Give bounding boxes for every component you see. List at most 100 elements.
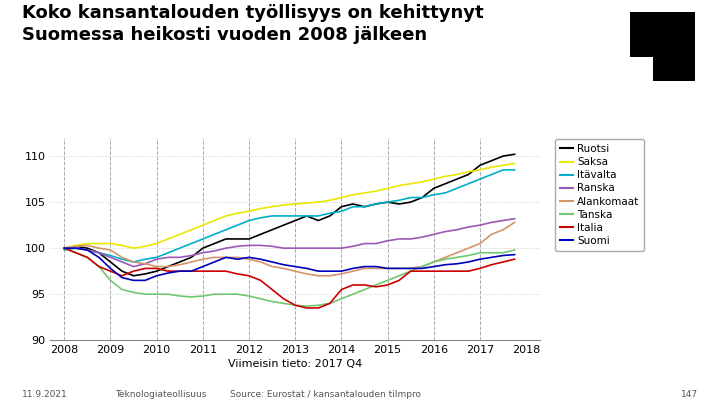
Saksa — [71, 243, 80, 248]
Ranska — [510, 216, 519, 221]
Text: Source: Eurostat / kansantalouden tilmpro: Source: Eurostat / kansantalouden tilmpr… — [230, 390, 421, 399]
Suomi — [453, 261, 462, 266]
Itävalta — [176, 246, 184, 251]
Itävalta — [348, 204, 357, 209]
Italia — [268, 287, 276, 292]
Alankomaat — [199, 257, 207, 262]
Ruotsi — [395, 202, 403, 207]
Ruotsi — [187, 255, 196, 260]
Alankomaat — [314, 273, 323, 278]
Ranska — [141, 261, 150, 266]
Ruotsi — [60, 246, 68, 251]
Tanska — [279, 301, 288, 306]
Itävalta — [164, 250, 173, 255]
Tanska — [372, 283, 380, 288]
Itävalta — [337, 209, 346, 214]
Alankomaat — [453, 250, 462, 255]
Ruotsi — [325, 213, 334, 218]
Italia — [441, 269, 449, 274]
Saksa — [83, 241, 91, 246]
Suomi — [464, 260, 473, 264]
Suomi — [141, 278, 150, 283]
Italia — [164, 269, 173, 274]
Ruotsi — [499, 153, 508, 158]
Ruotsi — [164, 264, 173, 269]
Alankomaat — [83, 243, 91, 248]
Tanska — [60, 246, 68, 251]
Ruotsi — [406, 200, 415, 205]
Saksa — [106, 241, 114, 246]
Saksa — [476, 168, 485, 173]
Tanska — [453, 255, 462, 260]
Ranska — [372, 241, 380, 246]
Itävalta — [360, 204, 369, 209]
Alankomaat — [164, 264, 173, 269]
Suomi — [487, 255, 496, 260]
Ruotsi — [233, 237, 242, 241]
Italia — [395, 278, 403, 283]
Ranska — [176, 255, 184, 260]
Saksa — [153, 241, 161, 246]
Tanska — [499, 250, 508, 255]
Suomi — [279, 262, 288, 267]
Saksa — [222, 213, 230, 218]
Text: Koko kansantalouden työllisyys on kehittynyt
Suomessa heikosti vuoden 2008 jälke: Koko kansantalouden työllisyys on kehitt… — [22, 4, 483, 44]
Saksa — [164, 237, 173, 241]
Alankomaat — [60, 246, 68, 251]
Tanska — [464, 253, 473, 258]
Ranska — [245, 243, 253, 248]
Italia — [476, 266, 485, 271]
Suomi — [83, 247, 91, 252]
Alankomaat — [268, 264, 276, 269]
Itävalta — [429, 192, 438, 197]
Suomi — [337, 269, 346, 274]
Tanska — [153, 292, 161, 296]
Ranska — [337, 246, 346, 251]
Alankomaat — [325, 273, 334, 278]
Italia — [510, 257, 519, 262]
Suomi — [348, 266, 357, 271]
Italia — [153, 266, 161, 271]
Ruotsi — [510, 152, 519, 157]
Ranska — [268, 244, 276, 249]
Ranska — [406, 237, 415, 241]
Italia — [60, 246, 68, 251]
Saksa — [187, 227, 196, 232]
Alankomaat — [245, 257, 253, 262]
Ruotsi — [268, 227, 276, 232]
Alankomaat — [153, 264, 161, 269]
Italia — [291, 303, 300, 308]
Alankomaat — [441, 255, 449, 260]
Saksa — [245, 209, 253, 214]
Alankomaat — [256, 260, 265, 264]
Ruotsi — [256, 232, 265, 237]
Italia — [129, 269, 138, 274]
Suomi — [71, 246, 80, 251]
Ruotsi — [314, 218, 323, 223]
Tanska — [337, 296, 346, 301]
Itävalta — [129, 260, 138, 264]
Ruotsi — [129, 273, 138, 278]
Alankomaat — [291, 269, 300, 274]
Ranska — [117, 260, 126, 264]
Itävalta — [395, 198, 403, 203]
Italia — [245, 273, 253, 278]
Tanska — [383, 278, 392, 283]
Itävalta — [106, 253, 114, 258]
Ranska — [441, 229, 449, 234]
Alankomaat — [418, 264, 426, 269]
Alankomaat — [106, 247, 114, 252]
Tanska — [395, 273, 403, 278]
Ruotsi — [106, 260, 114, 264]
Itävalta — [94, 250, 103, 255]
Line: Saksa: Saksa — [64, 164, 515, 248]
Itävalta — [325, 211, 334, 215]
Suomi — [106, 266, 114, 271]
Italia — [199, 269, 207, 274]
Ranska — [383, 239, 392, 243]
Alankomaat — [279, 266, 288, 271]
Saksa — [94, 241, 103, 246]
Suomi — [291, 264, 300, 269]
Saksa — [176, 232, 184, 237]
Ranska — [302, 246, 311, 251]
